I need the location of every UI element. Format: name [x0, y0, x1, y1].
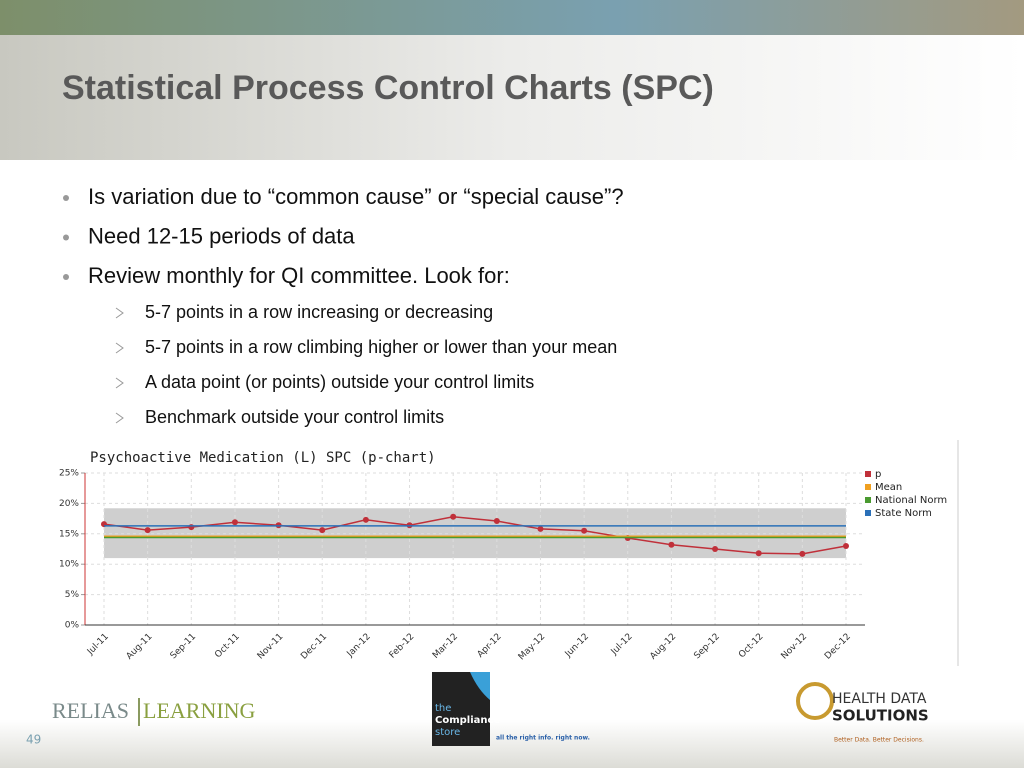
- logo-text: HEALTH DATA: [832, 691, 927, 707]
- bullet: Need 12-15 periods of data: [88, 223, 355, 248]
- sub-bullet-arrow: [115, 307, 124, 319]
- top-band: [0, 0, 1024, 35]
- sub-bullet: Benchmark outside your control limits: [145, 407, 444, 427]
- point: [493, 518, 500, 525]
- sub-bullet: A data point (or points) outside your co…: [145, 372, 534, 392]
- legend-label: State Norm: [875, 508, 932, 519]
- bullets: Is variation due to “common cause” or “s…: [63, 184, 624, 427]
- bullet: Is variation due to “common cause” or “s…: [88, 184, 624, 209]
- point: [668, 541, 675, 548]
- slide-title: Statistical Process Control Charts (SPC): [62, 69, 714, 107]
- point: [537, 525, 544, 532]
- y-tick-label: 5%: [65, 590, 80, 600]
- legend-label: p: [875, 469, 881, 480]
- bullet-dot: [63, 195, 69, 201]
- legend-swatch: [865, 471, 871, 477]
- point: [755, 550, 762, 557]
- sub-bullet: 5-7 points in a row increasing or decrea…: [145, 302, 493, 322]
- sub-bullet-arrow: [115, 342, 124, 354]
- page-number: 49: [26, 733, 41, 747]
- sub-bullet-arrow: [115, 412, 124, 424]
- legend-swatch: [865, 510, 871, 516]
- bullet-dot: [63, 274, 69, 280]
- logo-corner: [470, 672, 490, 700]
- y-tick-label: 10%: [59, 560, 79, 570]
- logo-tagline: all the right info. right now.: [496, 735, 590, 742]
- sub-bullet-arrow: [115, 377, 124, 389]
- series-line: [103, 516, 847, 555]
- point: [712, 546, 719, 552]
- logo-text: store: [435, 727, 460, 738]
- chart-title: Psychoactive Medication (L) SPC (p-chart…: [90, 450, 436, 466]
- point: [231, 519, 238, 526]
- y-tick-label: 20%: [59, 499, 79, 509]
- point: [450, 513, 457, 520]
- logo-mark: [796, 682, 834, 720]
- y-tick-label: 15%: [59, 529, 79, 539]
- point: [144, 527, 151, 534]
- header: [0, 35, 1024, 160]
- logo-text: the: [435, 703, 451, 714]
- legend-swatch: [865, 497, 871, 503]
- point: [843, 542, 849, 549]
- point: [581, 527, 588, 534]
- legend-label: National Norm: [875, 495, 947, 506]
- bullet: Review monthly for QI committee. Look fo…: [88, 263, 510, 288]
- point: [188, 524, 195, 531]
- legend-swatch: [865, 484, 871, 490]
- logo-text: SOLUTIONS: [832, 707, 929, 725]
- logo-text: LEARNING: [143, 698, 256, 723]
- y-tick-label: 25%: [59, 469, 79, 479]
- point: [799, 550, 806, 557]
- sub-bullet: 5-7 points in a row climbing higher or l…: [145, 337, 617, 357]
- legend-label: Mean: [875, 482, 902, 493]
- y-tick-label: 0%: [65, 621, 80, 631]
- point: [319, 527, 326, 534]
- logo-text: Compliance: [435, 715, 500, 726]
- footer-band: [0, 720, 1024, 768]
- bullet-dot: [63, 234, 69, 241]
- point: [362, 516, 369, 523]
- logo-tagline: Better Data. Better Decisions.: [834, 737, 924, 744]
- logo-text: RELIAS: [52, 698, 129, 723]
